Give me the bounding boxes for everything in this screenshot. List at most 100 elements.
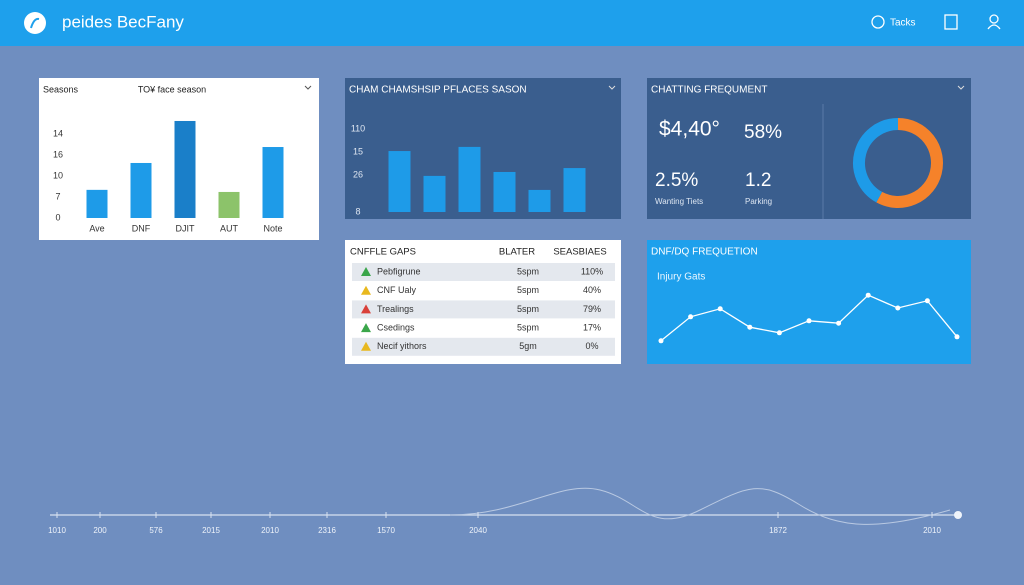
row-pct: 0% — [585, 341, 598, 351]
bar — [388, 151, 411, 212]
y-tick-label: 7 — [55, 191, 60, 201]
chart-subtitle: Injury Gats — [657, 272, 705, 283]
status-icon — [361, 267, 371, 276]
timeline-label: 1570 — [377, 526, 395, 535]
point — [747, 324, 753, 330]
row-time: 5gm — [519, 341, 537, 351]
row-background — [352, 337, 615, 356]
timeline-label: 2316 — [318, 526, 336, 535]
y-tick-label: 8 — [355, 206, 360, 216]
row-pct: 40% — [583, 285, 601, 295]
chevron[interactable] — [957, 85, 965, 90]
row-name: Trealings — [377, 304, 414, 314]
kpi-label: Parking — [745, 197, 772, 206]
y-tick-label: 15 — [353, 147, 363, 157]
panel — [647, 240, 971, 364]
chart-title: CHATTING FREQUMENT — [651, 85, 767, 96]
row-background — [352, 300, 615, 319]
nav-icon[interactable] — [871, 15, 885, 29]
kpi-value: $4,40° — [659, 118, 720, 141]
row-pct: 79% — [583, 304, 601, 314]
bar — [130, 162, 152, 218]
kpi-value: 2.5% — [655, 170, 698, 191]
x-tick-label: Ave — [89, 223, 104, 233]
chart-title: Seasons — [43, 84, 79, 94]
point — [776, 330, 782, 336]
column-header: BLATER — [499, 247, 535, 258]
x-tick-label: Note — [263, 223, 282, 233]
status-icon — [361, 341, 371, 351]
point — [865, 292, 871, 298]
row-name: CNF Ualy — [377, 285, 417, 295]
status-icon — [361, 323, 371, 333]
timeline-label: 2010 — [261, 526, 279, 535]
y-tick-label: 16 — [53, 149, 63, 159]
timeline-label: 2040 — [469, 526, 487, 535]
point — [836, 320, 842, 326]
row-time: 5spm — [517, 285, 539, 295]
logo-glyph — [30, 17, 40, 29]
status-icon — [361, 304, 371, 314]
y-tick-label: 110 — [351, 124, 365, 134]
chart-title: CHAM CHAMSHSIP PFLACES SASON — [349, 85, 527, 96]
point — [658, 338, 664, 344]
x-tick-label: DJIT — [176, 223, 196, 233]
x-tick-label: DNF — [132, 223, 151, 233]
point — [954, 334, 960, 340]
timeline-label: 576 — [149, 526, 163, 535]
point — [895, 305, 901, 311]
y-tick-label: 26 — [353, 170, 363, 180]
row-name: Necif yithors — [377, 341, 427, 351]
chevron[interactable] — [608, 85, 616, 90]
chevron[interactable] — [304, 85, 312, 90]
timeline-label: 1010 — [48, 526, 66, 535]
y-tick-label: 10 — [53, 170, 63, 180]
user-icon-body — [987, 24, 1001, 30]
point — [688, 314, 694, 320]
chart-title: DNF/DQ FREQUETION — [651, 247, 758, 258]
bar — [528, 189, 551, 212]
row-name: Csedings — [377, 322, 415, 332]
bar — [493, 171, 516, 212]
row-name: Pebfigrune — [377, 266, 421, 276]
column-header: SEASBIAES — [553, 247, 606, 258]
header-bar — [0, 0, 1024, 46]
row-pct: 17% — [583, 322, 601, 332]
donut-segment — [853, 118, 899, 203]
nav-link[interactable]: Tacks — [890, 18, 916, 29]
row-time: 5spm — [517, 304, 539, 314]
doc-icon[interactable] — [944, 14, 958, 30]
chart-subtitle: TO¥ face season — [138, 84, 206, 94]
bar — [218, 191, 240, 218]
row-background — [352, 263, 615, 281]
point — [717, 306, 723, 312]
bar — [458, 146, 481, 212]
row-pct: 110% — [581, 266, 603, 276]
timeline-label: 1872 — [769, 526, 787, 535]
column-header: CNFFLE GAPS — [350, 247, 416, 258]
point — [924, 298, 930, 304]
y-tick-label: 0 — [55, 212, 60, 222]
timeline-label: 2010 — [923, 526, 941, 535]
bar — [423, 175, 446, 212]
bar — [262, 147, 284, 218]
brand: peides BecFany — [62, 12, 184, 31]
logo[interactable] — [24, 12, 46, 34]
timeline-handle[interactable] — [954, 511, 962, 519]
status-icon — [361, 285, 371, 295]
kpi-label: Wanting Tiets — [655, 197, 703, 206]
kpi-value: 58% — [744, 122, 782, 143]
row-time: 5spm — [517, 322, 539, 332]
timeline-wave — [449, 487, 951, 525]
user-icon[interactable] — [989, 14, 999, 24]
point — [806, 318, 812, 324]
x-tick-label: AUT — [220, 223, 239, 233]
y-tick-label: 14 — [53, 128, 63, 138]
bar — [174, 120, 196, 218]
bar — [563, 168, 586, 212]
kpi-value: 1.2 — [745, 170, 771, 191]
donut-segment — [876, 118, 943, 208]
timeline-label: 2015 — [202, 526, 220, 535]
bar — [86, 189, 108, 218]
